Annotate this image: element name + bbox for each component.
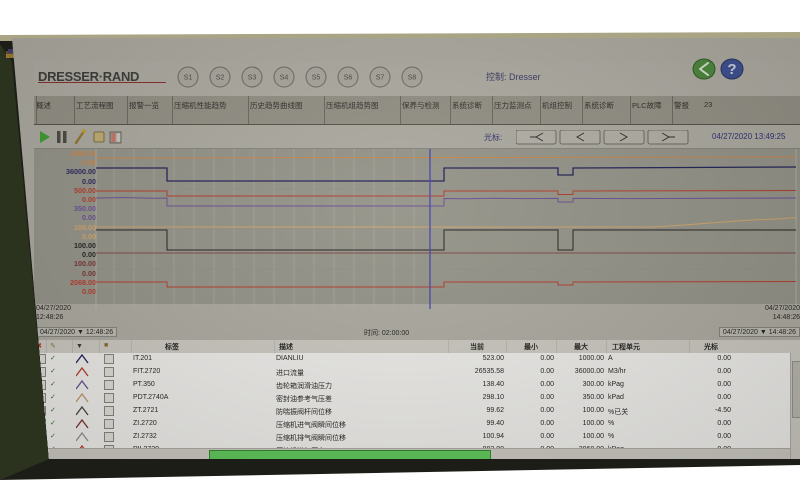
svg-text:S4: S4 xyxy=(280,75,289,82)
svg-text:S1: S1 xyxy=(184,75,193,82)
svg-text:S2: S2 xyxy=(216,75,225,82)
svg-text:S5: S5 xyxy=(312,75,321,82)
svg-text:S7: S7 xyxy=(376,75,385,82)
svg-text:S8: S8 xyxy=(408,75,417,82)
svg-text:S3: S3 xyxy=(248,75,257,82)
svg-text:?: ? xyxy=(727,61,736,78)
svg-text:S6: S6 xyxy=(344,75,353,82)
